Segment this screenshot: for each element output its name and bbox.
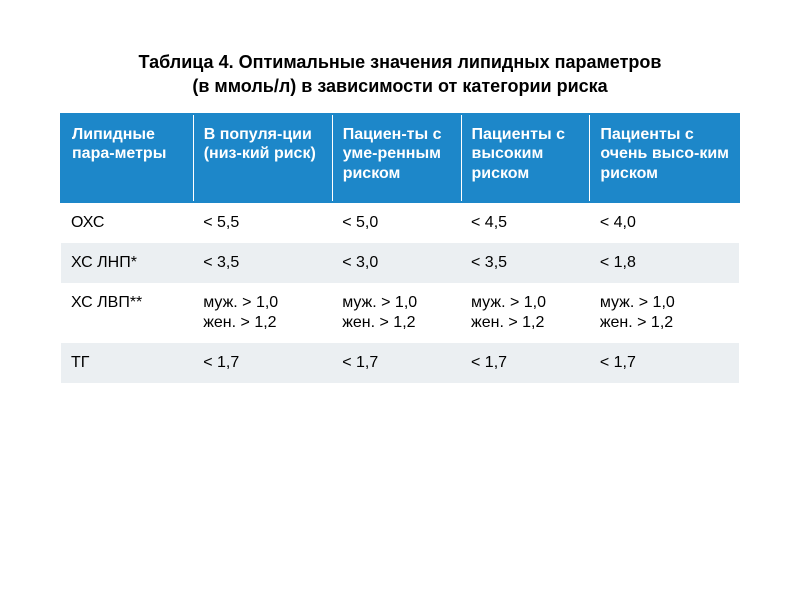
table-header-row: Липидные пара-метры В популя-ции (низ-ки… (61, 114, 739, 203)
table-cell: < 3,5 (193, 243, 332, 283)
table-cell: < 5,0 (332, 202, 461, 243)
table-cell: < 1,8 (590, 243, 739, 283)
col-header: Пациенты с очень высо-ким риском (590, 114, 739, 203)
table-cell: < 3,0 (332, 243, 461, 283)
table-cell: муж. > 1,0 жен. > 1,2 (590, 283, 739, 343)
col-header: В популя-ции (низ-кий риск) (193, 114, 332, 203)
table-cell: < 4,5 (461, 202, 590, 243)
table-cell: < 4,0 (590, 202, 739, 243)
table-title: Таблица 4. Оптимальные значения липидных… (80, 50, 720, 99)
table-cell: муж. > 1,0 жен. > 1,2 (461, 283, 590, 343)
table-cell: < 1,7 (590, 343, 739, 383)
col-header: Пациенты с высоким риском (461, 114, 590, 203)
table-cell: < 1,7 (332, 343, 461, 383)
col-header: Пациен-ты с уме-ренным риском (332, 114, 461, 203)
table-cell: < 1,7 (461, 343, 590, 383)
table-cell: муж. > 1,0 жен. > 1,2 (332, 283, 461, 343)
title-line-2: (в ммоль/л) в зависимости от категории р… (192, 76, 607, 96)
page: Таблица 4. Оптимальные значения липидных… (0, 0, 800, 600)
lipid-table: Липидные пара-метры В популя-ции (низ-ки… (60, 113, 740, 384)
table-row: ТГ < 1,7 < 1,7 < 1,7 < 1,7 (61, 343, 739, 383)
table-cell: муж. > 1,0 жен. > 1,2 (193, 283, 332, 343)
table-cell: < 3,5 (461, 243, 590, 283)
table-cell: < 1,7 (193, 343, 332, 383)
table-head: Липидные пара-метры В популя-ции (низ-ки… (61, 114, 739, 203)
table-row: ХС ЛНП* < 3,5 < 3,0 < 3,5 < 1,8 (61, 243, 739, 283)
col-header: Липидные пара-метры (61, 114, 193, 203)
row-label: ХС ЛНП* (61, 243, 193, 283)
row-label: ХС ЛВП** (61, 283, 193, 343)
row-label: ТГ (61, 343, 193, 383)
table-row: ОХС < 5,5 < 5,0 < 4,5 < 4,0 (61, 202, 739, 243)
table-row: ХС ЛВП** муж. > 1,0 жен. > 1,2 муж. > 1,… (61, 283, 739, 343)
table-cell: < 5,5 (193, 202, 332, 243)
row-label: ОХС (61, 202, 193, 243)
title-line-1: Таблица 4. Оптимальные значения липидных… (139, 52, 662, 72)
table-body: ОХС < 5,5 < 5,0 < 4,5 < 4,0 ХС ЛНП* < 3,… (61, 202, 739, 383)
